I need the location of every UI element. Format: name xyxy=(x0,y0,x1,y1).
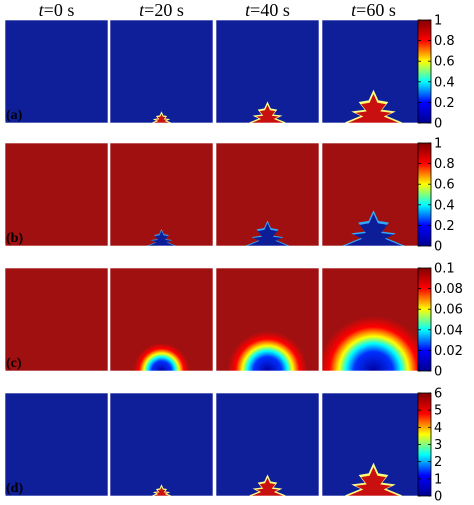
column-title: t=40 s xyxy=(245,0,290,20)
colorbar-tick-label: 0.8 xyxy=(434,34,455,49)
dendrite xyxy=(251,104,284,123)
dendrite xyxy=(246,222,289,246)
panel-border xyxy=(109,19,214,124)
dendrite xyxy=(347,94,400,123)
column-title: t=0 s xyxy=(39,0,75,20)
figure-panel xyxy=(4,267,109,372)
field-background xyxy=(110,20,213,123)
colorbar-gradient xyxy=(417,19,432,124)
figure-row: (a) xyxy=(4,19,426,124)
figure-panel xyxy=(109,142,214,247)
figure-panel xyxy=(321,19,426,124)
colorbars: 10.80.60.40.2010.80.60.40.200.10.080.060… xyxy=(417,14,463,505)
colorbar-tick-label: 0 xyxy=(434,117,442,132)
figure-panel xyxy=(4,392,109,497)
panel-grid: (a) (b) (c) (d) xyxy=(4,19,426,497)
colorbar-tick-label: 5 xyxy=(434,404,442,419)
colorbar: 0.1 0.08 0.06 0.04 0.02 0 xyxy=(417,262,463,380)
colorbar-tick-label: 0.8 xyxy=(434,157,455,172)
field-background xyxy=(5,393,108,496)
colorbar-tick-label: 0.06 xyxy=(434,303,463,318)
panel-border xyxy=(4,19,109,124)
colorbar-tick-label: 2 xyxy=(434,455,442,470)
colorbar-tick-label: 0 xyxy=(434,490,442,505)
row-label: (c) xyxy=(6,356,22,371)
figure-panel xyxy=(215,392,320,497)
colorbar-tick-label: 0.1 xyxy=(434,262,455,277)
panel-border xyxy=(215,392,320,497)
colorbar-tick-label: 4 xyxy=(434,421,442,436)
panel-border xyxy=(215,142,320,247)
panel-border xyxy=(4,267,109,372)
figure-panel xyxy=(109,267,214,372)
column-title: t=60 s xyxy=(351,0,396,20)
figure-panel xyxy=(215,19,320,124)
concentration-plume xyxy=(227,329,308,371)
field-background xyxy=(110,393,213,496)
figure-panel xyxy=(321,392,426,497)
dendrite xyxy=(251,477,284,496)
dendrite xyxy=(347,467,400,496)
panel-border xyxy=(4,142,109,247)
colorbar: 6 5 4 3 2 1 0 xyxy=(417,387,442,505)
panel-border xyxy=(4,392,109,497)
column-title: t=20 s xyxy=(139,0,184,20)
colorbar-tick-label: 0.4 xyxy=(434,75,455,90)
colorbar-tick-label: 0 xyxy=(434,365,442,380)
colorbar-tick-label: 0.6 xyxy=(434,178,455,193)
row-label: (a) xyxy=(6,108,23,123)
figure-row: (d) xyxy=(4,392,426,497)
dendrite xyxy=(147,230,176,246)
figure-panel xyxy=(109,392,214,497)
colorbar-tick-label: 6 xyxy=(434,387,442,402)
figure-panel xyxy=(4,19,109,124)
colorbar-tick-label: 1 xyxy=(434,137,442,152)
concentration-plume xyxy=(133,341,190,371)
colorbar: 1 0.8 0.6 0.4 0.2 0 xyxy=(417,14,455,132)
colorbar-tick-label: 0.08 xyxy=(434,282,463,297)
colorbar-tick-label: 0 xyxy=(434,240,442,255)
figure-panel xyxy=(109,19,214,124)
column-titles: t=0 s t=20 s t=40 s t=60 s xyxy=(39,0,396,20)
figure-panel xyxy=(321,267,426,372)
colorbar-tick-label: 0.04 xyxy=(434,323,463,338)
field-background xyxy=(5,268,108,371)
concentration-plume xyxy=(322,313,425,371)
row-label: (d) xyxy=(6,481,23,496)
field-background xyxy=(5,20,108,123)
colorbar-gradient xyxy=(417,267,432,372)
panel-border xyxy=(215,19,320,124)
figure-panel xyxy=(215,267,320,372)
figure-row: (c) xyxy=(4,267,426,372)
colorbar-tick-label: 1 xyxy=(434,472,442,487)
field-background xyxy=(5,143,108,246)
dendrite xyxy=(153,486,170,496)
dendrite xyxy=(344,213,403,246)
dendrite xyxy=(153,113,170,123)
row-label: (b) xyxy=(6,231,23,246)
panel-border xyxy=(109,142,214,247)
figure-panel xyxy=(4,142,109,247)
colorbar: 1 0.8 0.6 0.4 0.2 0 xyxy=(417,137,455,255)
colorbar-tick-label: 0.2 xyxy=(434,219,455,234)
colorbar-tick-label: 3 xyxy=(434,438,442,453)
colorbar-tick-label: 0.4 xyxy=(434,198,455,213)
colorbar-tick-label: 1 xyxy=(434,14,442,29)
figure-panel xyxy=(215,142,320,247)
panel-border xyxy=(109,392,214,497)
colorbar-tick-label: 0.02 xyxy=(434,344,463,359)
colorbar-gradient xyxy=(417,142,432,247)
figure-row: (b) xyxy=(4,142,426,247)
panel-border xyxy=(109,267,214,372)
figure-panel xyxy=(321,142,426,247)
colorbar-tick-label: 0.6 xyxy=(434,55,455,70)
panel-border xyxy=(215,267,320,372)
colorbar-tick-label: 0.2 xyxy=(434,96,455,111)
